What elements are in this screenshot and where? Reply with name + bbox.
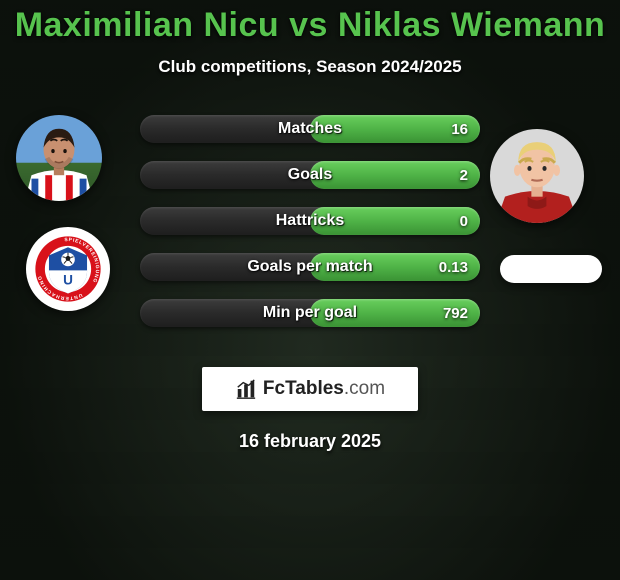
page-title: Maximilian Nicu vs Niklas Wiemann (0, 0, 620, 45)
stat-label: Hattricks (140, 207, 480, 235)
brand-suffix: .com (344, 378, 385, 399)
svg-text:U: U (63, 273, 73, 288)
stat-value-right: 2 (460, 161, 468, 189)
comparison-card: Maximilian Nicu vs Niklas Wiemann Club c… (0, 0, 620, 452)
player-left-avatar-svg (16, 115, 102, 201)
stat-value-right: 792 (443, 299, 468, 327)
stat-row: Goals2 (140, 161, 480, 189)
stat-label: Min per goal (140, 299, 480, 327)
compare-area: U SPIELVEREINIGUNG UNTERHACHING (0, 115, 620, 345)
stat-label: Matches (140, 115, 480, 143)
club-badge-svg: U SPIELVEREINIGUNG UNTERHACHING (34, 235, 102, 303)
player-right-avatar (490, 129, 584, 223)
stat-row: Matches16 (140, 115, 480, 143)
date: 16 february 2025 (0, 431, 620, 452)
player-left-avatar (16, 115, 102, 201)
brand-text: FcTables.com (263, 378, 385, 400)
subtitle: Club competitions, Season 2024/2025 (0, 57, 620, 77)
stat-value-right: 0 (460, 207, 468, 235)
stat-bars: Matches16 Goals2 Hattricks0 Goals per match… (140, 115, 480, 327)
stat-value-right: 16 (451, 115, 468, 143)
stat-row: Goals per match0.13 (140, 253, 480, 281)
player-left-club-badge: U SPIELVEREINIGUNG UNTERHACHING (26, 227, 110, 311)
stat-row: Min per goal792 (140, 299, 480, 327)
stat-label: Goals per match (140, 253, 480, 281)
bar-chart-icon (235, 378, 257, 400)
player-right-avatar-svg (490, 129, 584, 223)
brand-name: FcTables (263, 378, 344, 399)
brand-box: FcTables.com (202, 367, 418, 411)
stat-value-right: 0.13 (439, 253, 468, 281)
player-right-club-placeholder (500, 255, 602, 283)
stat-label: Goals (140, 161, 480, 189)
stat-row: Hattricks0 (140, 207, 480, 235)
